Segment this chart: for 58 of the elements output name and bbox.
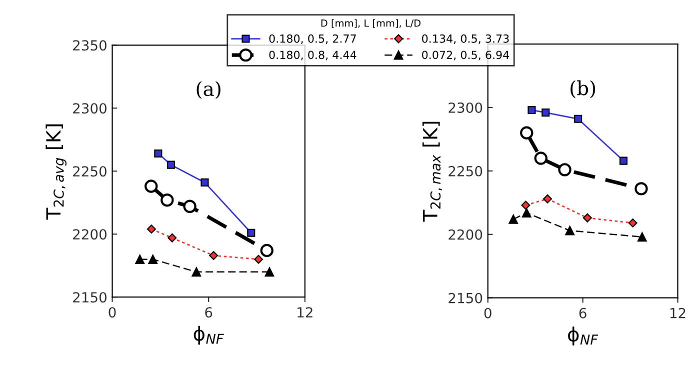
point: [522, 208, 532, 218]
x-axis-title: ϕ$_{NF}$: [194, 326, 224, 345]
y-tick-label: 2150: [448, 292, 482, 304]
y-axis-title: T$_{2C,avg}$ [K]: [46, 124, 66, 220]
x-tick-label: 0: [484, 308, 492, 318]
point: [543, 194, 552, 204]
legend-label: 0.180, 0.8, 4.44: [269, 50, 356, 60]
point: [521, 200, 530, 210]
y-tick-label: 2150: [73, 292, 106, 303]
x-tick-label: 12: [670, 308, 686, 318]
point: [264, 267, 274, 277]
point: [192, 267, 202, 277]
x-axis-title: ϕ$_{NF}$: [568, 326, 598, 346]
point: [160, 194, 174, 207]
point: [247, 228, 256, 237]
legend-label: 0.072, 0.5, 6.94: [422, 50, 510, 60]
point: [528, 106, 536, 114]
legend-label: 0.134, 0.5, 3.73: [422, 34, 509, 44]
point: [154, 149, 162, 158]
point: [168, 233, 177, 242]
point: [534, 152, 548, 165]
point: [634, 182, 648, 196]
x-tick-label: 12: [298, 307, 312, 318]
point: [508, 214, 518, 224]
annotation: (b): [570, 80, 596, 98]
point: [183, 200, 196, 213]
point: [146, 224, 156, 234]
point: [565, 226, 575, 236]
point: [558, 163, 572, 176]
point: [135, 254, 145, 264]
x-tick-label: 6: [205, 307, 212, 318]
y-tick-label: 2300: [448, 102, 482, 113]
point: [209, 251, 218, 260]
point: [628, 218, 638, 228]
y-tick-label: 2200: [73, 229, 106, 240]
y-tick-label: 2200: [448, 229, 482, 240]
point: [200, 178, 209, 186]
point: [582, 213, 592, 222]
point: [167, 160, 176, 169]
point: [619, 156, 628, 165]
point: [520, 126, 534, 140]
x-tick-label: 0: [108, 307, 116, 318]
point: [148, 254, 158, 264]
y-tick-label: 2250: [448, 166, 482, 176]
x-tick-label: 6: [579, 308, 586, 318]
point: [144, 180, 158, 193]
point: [254, 254, 264, 264]
y-tick-label: 2250: [73, 166, 106, 177]
y-tick-label: 2300: [73, 103, 106, 114]
point: [542, 108, 550, 117]
point: [637, 232, 647, 242]
point: [260, 244, 274, 258]
y-axis-title: T$_{2C,max}$ [K]: [422, 122, 442, 222]
point: [574, 114, 582, 123]
legend-label: 0.180, 0.5, 2.77: [269, 34, 356, 44]
annotation: (a): [196, 81, 220, 99]
legend-title: D [mm], L [mm], L/D: [321, 19, 421, 28]
y-tick-label: 2350: [73, 40, 106, 51]
